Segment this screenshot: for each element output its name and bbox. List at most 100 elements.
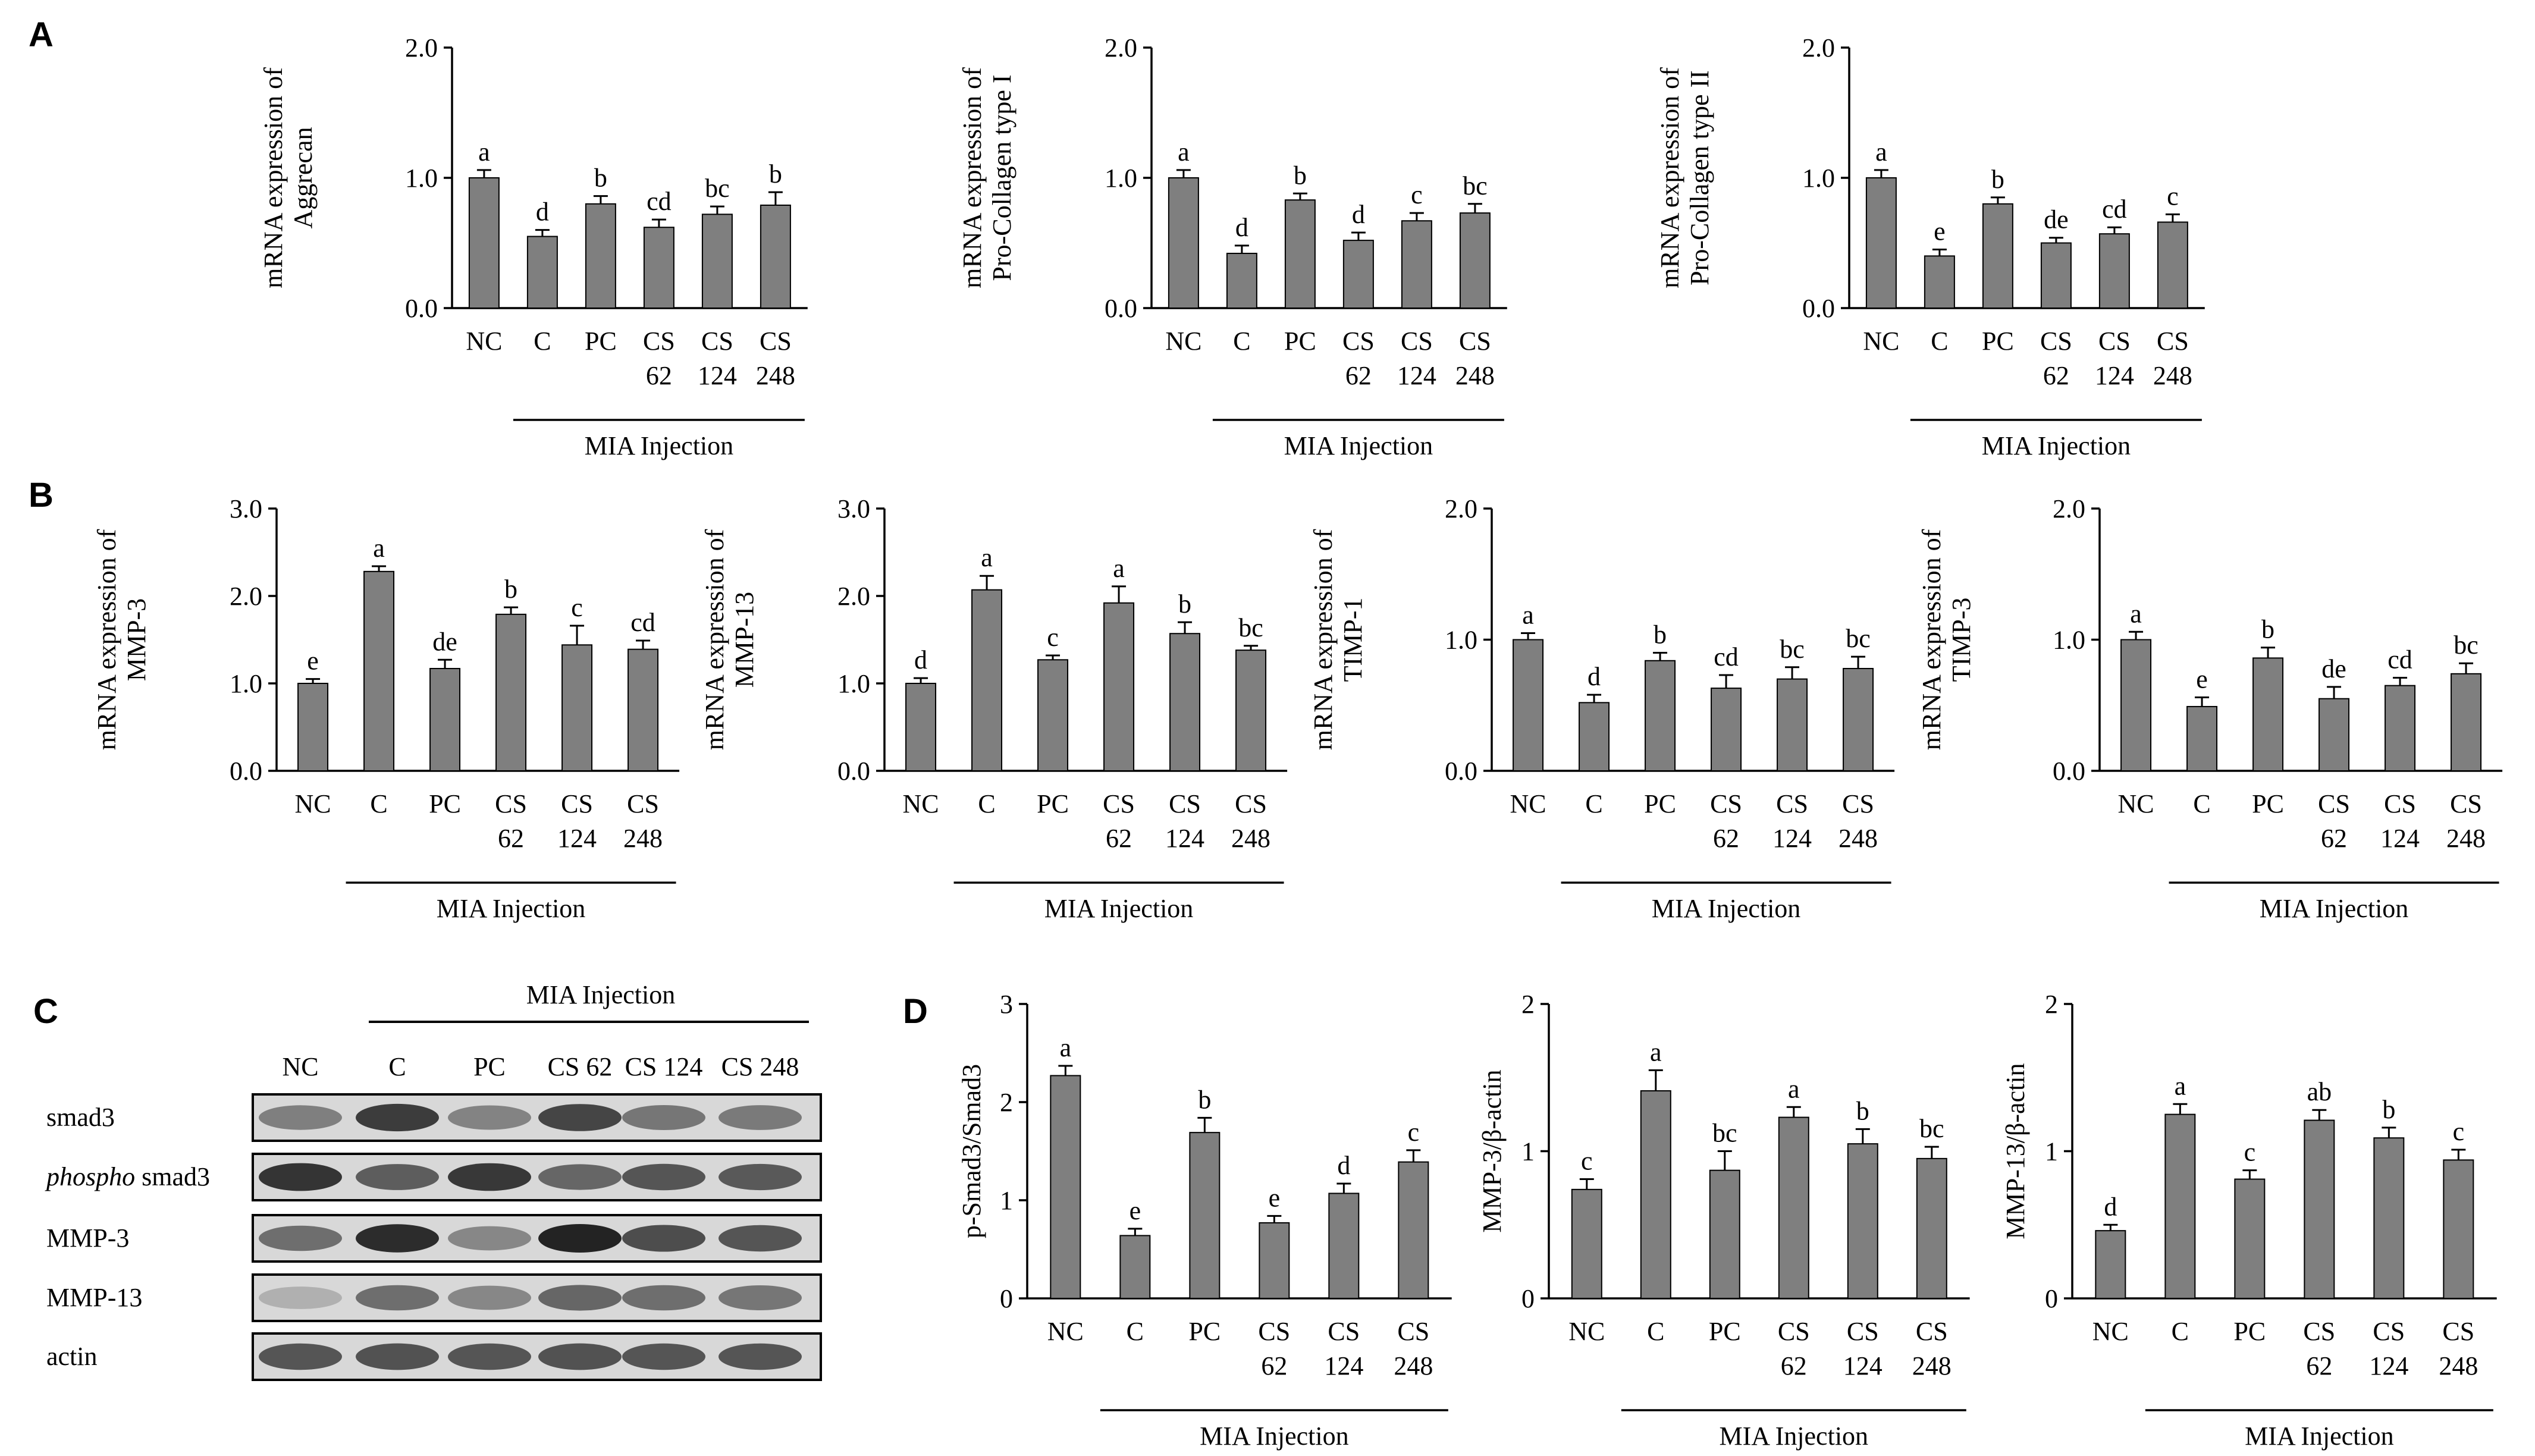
bar <box>1226 253 1257 309</box>
significance-letter: a <box>373 534 385 563</box>
bar <box>495 613 527 771</box>
western-band <box>356 1343 439 1370</box>
category-label: CS <box>1916 1317 1948 1346</box>
bar <box>1459 212 1491 309</box>
category-label: CS <box>2318 789 2350 818</box>
western-row: smad3 <box>46 1093 822 1142</box>
category-label: 124 <box>1772 824 1812 853</box>
significance-letter: c <box>571 593 583 622</box>
western-band <box>448 1163 531 1191</box>
significance-letter: bc <box>1846 624 1871 653</box>
group-label: MIA Injection <box>437 894 586 923</box>
bar <box>297 683 329 771</box>
panel-label-d: D <box>903 992 928 1031</box>
group-label: MIA Injection <box>1982 431 2131 460</box>
bar <box>1513 639 1544 771</box>
y-tick-label: 2.0 <box>1105 33 1137 62</box>
category-label: 248 <box>1838 824 1878 853</box>
category-label: CS <box>1169 789 1201 818</box>
category-label: C <box>978 789 995 818</box>
category-label: PC <box>2252 789 2284 818</box>
category-label: C <box>1127 1317 1144 1346</box>
bar <box>1401 220 1432 309</box>
western-band <box>259 1105 342 1130</box>
y-tick-label: 0.0 <box>405 294 438 323</box>
y-axis-label-line: MMP-3 <box>122 598 151 681</box>
y-axis-label: mRNA expression ofTIMP-1 <box>1309 529 1367 750</box>
category-label: CS <box>2157 327 2189 356</box>
bar <box>1189 1132 1221 1300</box>
bar <box>2451 673 2482 771</box>
category-label: PC <box>1188 1317 1221 1346</box>
bar <box>1037 659 1069 772</box>
y-tick-label: 2 <box>2045 990 2058 1019</box>
bar <box>1579 702 1610 771</box>
category-label: 62 <box>646 361 672 390</box>
significance-letter: cd <box>1714 642 1739 671</box>
bar <box>2385 685 2416 772</box>
significance-letter: b <box>1198 1085 1211 1114</box>
significance-letter: e <box>1130 1196 1141 1225</box>
significance-letter: d <box>1587 662 1601 691</box>
bar <box>468 177 500 309</box>
western-lane-label: CS 62 <box>548 1052 613 1081</box>
category-label: 62 <box>2321 824 2347 853</box>
bar <box>526 236 558 309</box>
western-row-label: actin <box>46 1342 98 1371</box>
y-axis-label-line: mRNA expression of <box>700 529 729 750</box>
significance-letter: b <box>769 159 782 189</box>
bar <box>1119 1235 1151 1299</box>
bar <box>2186 705 2218 771</box>
western-band <box>448 1226 531 1251</box>
y-tick-label: 1 <box>1521 1137 1535 1166</box>
significance-letter: c <box>1408 1118 1420 1147</box>
y-axis-label: p-Smad3/Smad3 <box>957 1064 986 1238</box>
y-axis-label-line: Pro-Collagen type I <box>987 74 1016 281</box>
western-band <box>448 1285 531 1310</box>
bar <box>2040 242 2072 309</box>
bar <box>1982 203 2013 309</box>
y-axis-label-line: p-Smad3/Smad3 <box>957 1064 986 1238</box>
bar <box>628 648 659 772</box>
western-band <box>538 1224 622 1253</box>
western-band <box>719 1285 802 1310</box>
y-tick-label: 0.0 <box>837 757 870 786</box>
bar <box>1645 660 1676 772</box>
bar <box>585 203 616 309</box>
chart-a3: 0.0 1.0 2.0 mRNA expression ofPro-Collagen … <box>1655 33 2205 460</box>
category-label: 248 <box>1455 361 1495 390</box>
bar <box>1328 1193 1360 1299</box>
bar <box>1050 1075 1081 1299</box>
western-row-label-rest: smad3 <box>135 1162 210 1191</box>
y-tick-label: 1.0 <box>1802 164 1835 193</box>
significance-letter: e <box>1269 1183 1281 1212</box>
significance-letter: c <box>2167 181 2179 211</box>
category-label: NC <box>1510 789 1546 818</box>
bar <box>2373 1137 2405 1299</box>
significance-letter: c <box>2453 1117 2465 1146</box>
western-band <box>538 1104 622 1131</box>
y-tick-label: 3.0 <box>837 494 870 523</box>
western-band <box>622 1163 705 1191</box>
significance-letter: b <box>504 575 517 604</box>
significance-letter: b <box>2382 1095 2395 1124</box>
chart-a2: 0.0 1.0 2.0 mRNA expression ofPro-Collagen … <box>958 33 1507 460</box>
western-row: phospho smad3 <box>45 1153 822 1201</box>
category-label: CS <box>1397 1317 1429 1346</box>
bar <box>1924 255 1955 309</box>
y-tick-label: 3.0 <box>230 494 262 523</box>
bar <box>1778 1116 1809 1299</box>
western-row-label: MMP-13 <box>46 1283 142 1312</box>
category-label: CS <box>495 789 527 818</box>
western-band <box>538 1285 622 1311</box>
western-lane-label: C <box>388 1052 406 1081</box>
category-label: 248 <box>1231 824 1270 853</box>
y-tick-label: 0.0 <box>1105 294 1137 323</box>
y-tick-label: 0 <box>1000 1284 1013 1313</box>
category-label: C <box>1931 327 1948 356</box>
western-band <box>259 1286 342 1309</box>
y-tick-label: 2.0 <box>405 33 438 62</box>
bar <box>429 668 461 772</box>
category-label: 248 <box>1912 1351 1952 1380</box>
category-label: C <box>1233 327 1250 356</box>
